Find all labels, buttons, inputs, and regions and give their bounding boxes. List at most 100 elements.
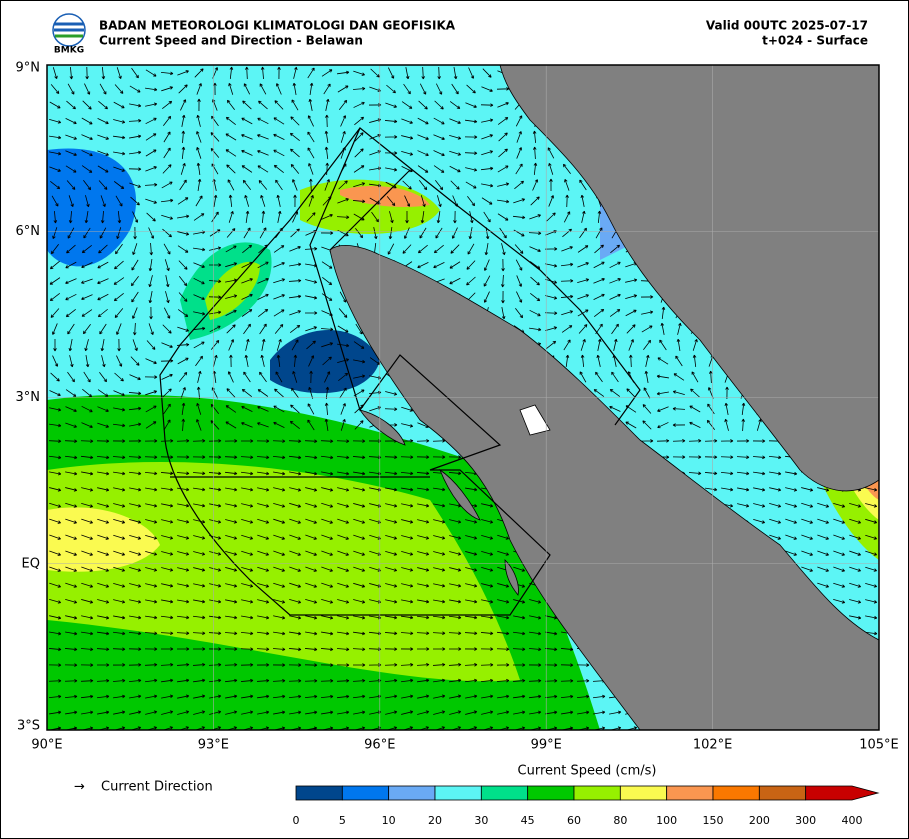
arrow [817,550,829,556]
arrow [245,66,249,80]
arrow [401,535,414,540]
arrow [625,278,638,283]
arrow [240,678,254,683]
arrow [209,710,222,715]
arrow [129,519,142,524]
arrow [128,678,142,683]
arrow [593,710,606,715]
arrow [257,389,269,397]
arrow [497,583,510,588]
arrow [113,503,126,508]
arrow [97,118,109,125]
arrow [225,405,237,413]
arrow [259,371,267,383]
arrow [579,227,587,239]
arrow [257,422,269,428]
arrow [161,710,174,715]
arrow [433,519,446,524]
colorbar-cell [341,785,390,801]
arrow [64,647,78,652]
arrow [481,710,494,715]
arrow [577,245,589,253]
arrow [196,83,202,95]
arrow [161,373,173,380]
arrow [689,405,701,413]
arrow [305,326,317,332]
arrow [451,83,459,95]
arrow [128,663,142,667]
arrow [545,326,558,332]
arrow [53,210,58,224]
arrow [128,118,142,123]
arrow [385,567,398,572]
arrow [512,678,526,683]
lake [519,404,551,436]
arrow [721,487,734,492]
arrow [481,550,494,556]
arrow [243,83,251,95]
arrow [371,211,379,223]
arrow [145,149,157,157]
logo: BMKG [52,13,86,56]
arrow [227,179,235,191]
arrow [192,647,206,651]
arrow [643,339,651,351]
arrow [401,615,414,620]
arrow [481,567,494,572]
arrow [65,615,78,620]
arrow [675,355,683,367]
arrow [132,211,139,223]
arrow [113,407,126,412]
arrow [325,386,330,400]
arrow [49,423,62,428]
arrow [385,710,398,715]
arrow [849,615,862,620]
arrow [96,663,110,667]
arrow [353,101,365,108]
arrow [65,150,77,156]
arrow [560,262,574,267]
arrow [321,471,334,476]
arrow [49,518,61,524]
lat-label: 6°N [16,224,41,239]
arrow [80,647,94,652]
arrow [560,663,574,667]
arrow [193,519,206,524]
arrow [129,134,142,139]
arrow [481,86,493,93]
arrow [161,519,174,524]
arrow [433,487,446,492]
arrow [160,615,174,620]
arrow [324,130,329,143]
arrow [450,244,460,254]
arrow [49,631,62,636]
arrow [501,290,505,304]
arrow [306,340,316,350]
arrow [240,471,254,476]
arrow [99,323,107,335]
arrow [401,101,413,109]
arrow [53,338,57,352]
arrow [516,147,523,159]
arrow [416,662,430,667]
arrow [576,679,590,683]
arrow [48,663,62,667]
arrow [660,322,665,335]
arrow [325,98,330,111]
arrow [433,551,446,556]
arrow [273,133,285,140]
arrow [305,550,317,556]
arrow [193,567,206,572]
arrow [434,180,444,191]
arrow [500,274,505,288]
arrow [465,119,478,124]
arrow [97,566,109,572]
arrow [643,387,651,399]
arrow [226,164,236,174]
arrow [129,85,141,93]
arrow [594,244,604,254]
arrow [162,100,173,109]
colorbar-cell [573,785,621,801]
arrow [339,387,347,399]
